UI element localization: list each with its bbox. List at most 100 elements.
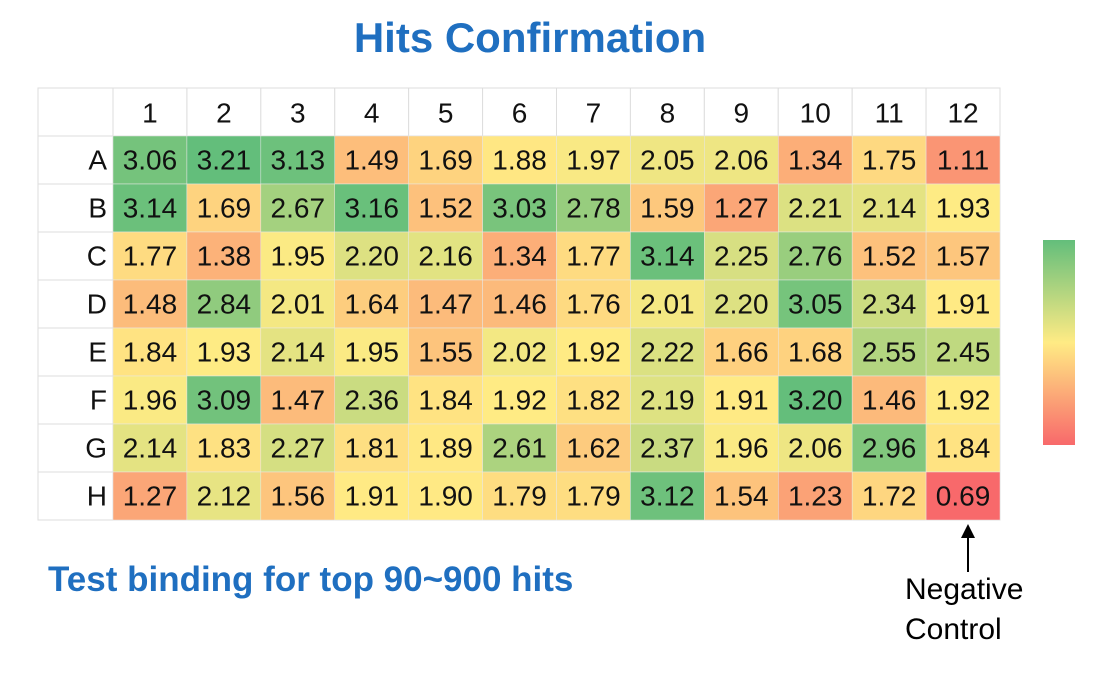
annotation: Negative Control	[905, 573, 1024, 646]
cell-label: 2.14	[271, 336, 326, 367]
cell-label: 2.02	[492, 336, 547, 367]
cell-label: 3.21	[197, 144, 252, 175]
column-label: 2	[216, 97, 232, 128]
heatmap-cell	[408, 231, 483, 281]
row-label: F	[90, 384, 107, 415]
cell-label: 2.12	[197, 480, 252, 511]
header-cell	[186, 87, 262, 137]
column-label: 5	[438, 97, 454, 128]
cell-label: 1.52	[418, 192, 473, 223]
cell-label: 1.95	[271, 240, 326, 271]
cell-label: 2.76	[788, 240, 843, 271]
cell-label: 1.93	[936, 192, 991, 223]
cell-label: 3.14	[640, 240, 695, 271]
cell-label: 1.46	[492, 288, 547, 319]
subtitle: Test binding for top 90~900 hits	[48, 560, 574, 599]
heatmap-cell	[556, 183, 631, 233]
heatmap-cell	[630, 231, 705, 281]
row-header-cell	[37, 375, 114, 425]
heatmap-cell	[260, 375, 336, 425]
cell-label: 1.79	[492, 480, 547, 511]
cell-label: 1.84	[418, 384, 473, 415]
heatmap-cell	[408, 135, 483, 185]
heatmap-cell	[630, 327, 705, 377]
cell-label: 1.69	[418, 144, 473, 175]
heatmap-cell	[925, 423, 1001, 473]
cell-label: 1.56	[271, 480, 326, 511]
row-label: D	[87, 288, 107, 319]
cell-label: 2.20	[344, 240, 399, 271]
heatmap-cell	[260, 135, 336, 185]
cell-label: 3.05	[788, 288, 843, 319]
heatmap-cell	[851, 135, 927, 185]
heatmap-cell	[925, 375, 1001, 425]
heatmap-cell	[630, 183, 705, 233]
cell-label: 1.89	[418, 432, 473, 463]
cell-label: 2.36	[344, 384, 399, 415]
row-header-cell	[37, 423, 114, 473]
heatmap-cell	[851, 231, 927, 281]
heatmap-cell	[778, 375, 853, 425]
heatmap-cell	[778, 471, 853, 521]
heatmap-cell	[334, 375, 409, 425]
cell-label: 3.20	[788, 384, 843, 415]
cell-label: 1.96	[714, 432, 769, 463]
cell-label: 1.64	[344, 288, 399, 319]
column-label: 7	[586, 97, 602, 128]
heatmap-cell	[112, 183, 188, 233]
heatmap-cell	[704, 183, 779, 233]
column-label: 11	[875, 97, 904, 128]
column-label: 10	[800, 97, 831, 128]
heatmap-cell	[186, 231, 262, 281]
cell-label: 2.01	[271, 288, 326, 319]
cell-label: 1.96	[123, 384, 178, 415]
cell-label: 1.84	[123, 336, 178, 367]
row-label: H	[87, 480, 107, 511]
heatmap-cell	[334, 471, 409, 521]
cell-label: 2.55	[862, 336, 917, 367]
cell-label: 2.61	[492, 432, 547, 463]
column-label: 1	[142, 97, 158, 128]
heatmap-cell	[630, 135, 705, 185]
row-header-cell	[37, 279, 114, 329]
cell-label: 2.34	[862, 288, 917, 319]
cell-label: 2.22	[640, 336, 695, 367]
heatmap-cell	[112, 423, 188, 473]
cell-label: 1.34	[788, 144, 843, 175]
heatmap-cell	[482, 183, 557, 233]
row-label: B	[88, 192, 107, 223]
cell-label: 2.84	[197, 288, 252, 319]
cell-label: 1.93	[197, 336, 252, 367]
cell-label: 1.38	[197, 240, 252, 271]
column-label: 12	[947, 97, 978, 128]
heatmap-cell	[630, 471, 705, 521]
cell-label: 1.84	[936, 432, 991, 463]
row-header-cell	[37, 327, 114, 377]
column-label: 6	[512, 97, 528, 128]
row-label: E	[88, 336, 107, 367]
cell-label: 1.88	[492, 144, 547, 175]
cell-label: 1.69	[197, 192, 252, 223]
cell-label: 1.97	[566, 144, 621, 175]
heatmap-cell	[408, 375, 483, 425]
cell-label: 1.48	[123, 288, 178, 319]
heatmap-cell	[925, 231, 1001, 281]
header-cell	[334, 87, 410, 137]
heatmap-cell	[556, 423, 631, 473]
cell-label: 1.68	[788, 336, 843, 367]
cell-label: 1.83	[197, 432, 252, 463]
cell-label: 2.20	[714, 288, 769, 319]
cell-label: 1.90	[418, 480, 473, 511]
heatmap-cell	[260, 423, 336, 473]
row-label: G	[85, 432, 107, 463]
cell-label: 1.27	[123, 480, 178, 511]
heatmap-cell	[260, 327, 336, 377]
heatmap-cell	[556, 231, 631, 281]
cell-label: 1.59	[640, 192, 695, 223]
cell-label: 3.03	[492, 192, 547, 223]
cell-label: 1.47	[418, 288, 473, 319]
cell-label: 1.72	[862, 480, 917, 511]
cell-label: 1.46	[862, 384, 917, 415]
